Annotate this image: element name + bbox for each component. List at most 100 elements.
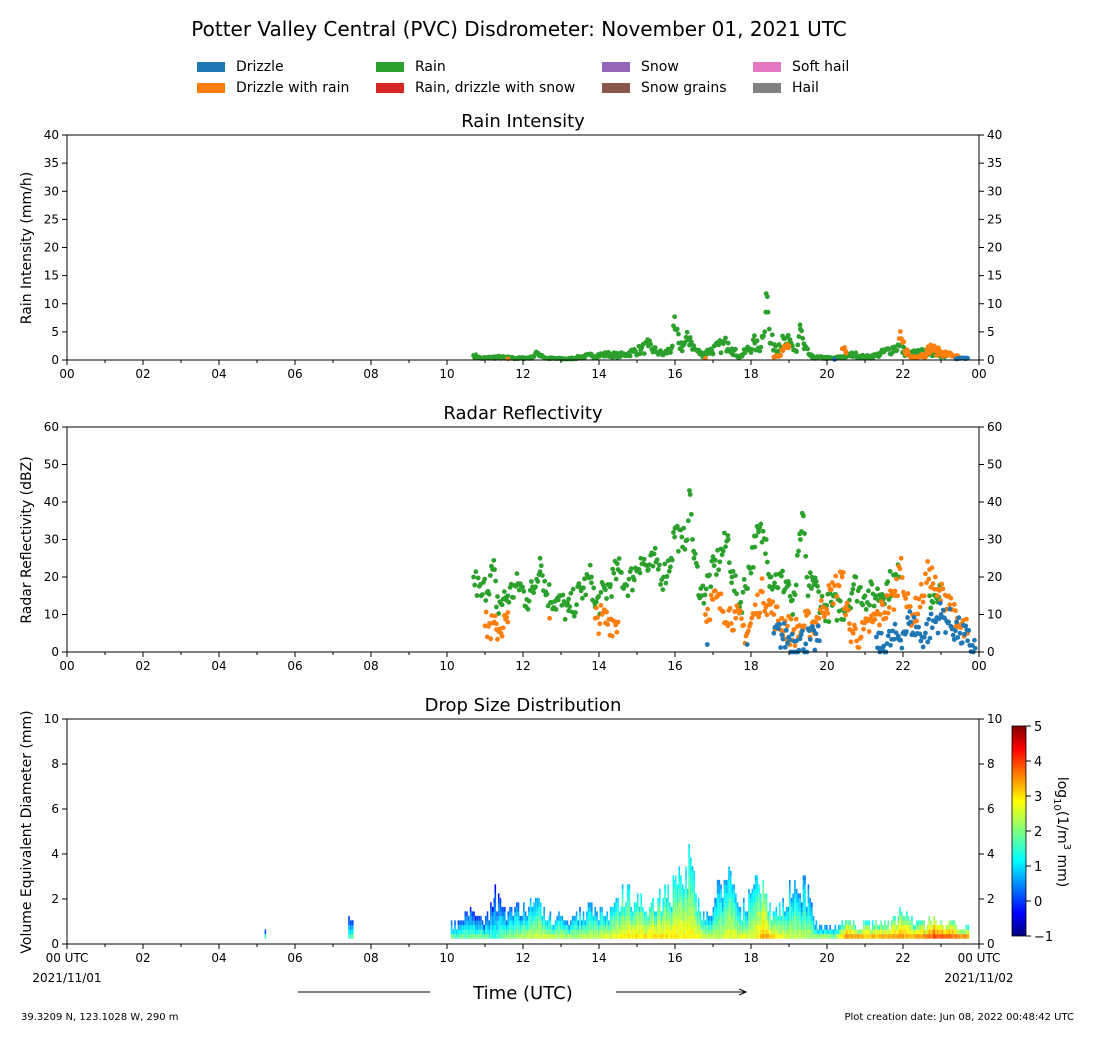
dsd-cell (756, 920, 759, 926)
dsd-cell (494, 911, 497, 917)
dsd-cell (811, 902, 813, 908)
dsd-cell (534, 911, 537, 917)
dsd-cell (940, 924, 942, 930)
x-tick-label: 02 (135, 367, 150, 381)
dsd-cell (669, 911, 671, 917)
dsd-cell (753, 915, 755, 921)
dsd-cell (623, 924, 626, 930)
data-point (669, 343, 675, 349)
dsd-cell (617, 902, 619, 908)
dsd-cell (751, 920, 754, 926)
dsd-cell (802, 879, 805, 885)
dsd-cell (882, 929, 884, 935)
dsd-cell (653, 915, 656, 921)
data-point (479, 592, 485, 597)
dsd-cell (794, 906, 796, 912)
y-tick-label-right: 5 (987, 325, 995, 339)
dsd-cell (690, 893, 692, 899)
data-point (679, 534, 685, 540)
dsd-cell (650, 911, 653, 917)
dsd-cell (914, 924, 917, 930)
dsd-cell (528, 906, 530, 912)
dsd-cell (863, 924, 865, 930)
x-tick-label: 20 (819, 367, 834, 381)
dsd-cell (503, 911, 505, 917)
data-point (811, 627, 817, 633)
dsd-cell (805, 933, 808, 939)
dsd-cell (680, 879, 682, 885)
dsd-cell (812, 929, 815, 935)
dsd-cell (501, 906, 503, 912)
dsd-cell (897, 929, 900, 935)
dsd-cell (751, 906, 754, 912)
dsd-cell (471, 929, 474, 935)
data-point (684, 329, 690, 335)
dsd-cell (480, 920, 482, 926)
dsd-cell (596, 929, 598, 935)
dsd-cell (626, 920, 629, 926)
dsd-cell (708, 929, 710, 935)
data-point (897, 566, 903, 572)
dsd-cell (728, 884, 730, 890)
dsd-cell (710, 915, 713, 921)
dsd-cell (792, 893, 795, 899)
dsd-cell (564, 929, 567, 935)
dsd-cell (490, 906, 492, 912)
dsd-cell (494, 915, 497, 921)
dsd-cell (596, 920, 598, 926)
dsd-cell (691, 933, 694, 939)
dsd-cell (795, 929, 798, 935)
colorbar-tick-label: 3 (1034, 790, 1042, 805)
dsd-cell (675, 893, 677, 899)
data-point (763, 551, 768, 557)
dsd-cell (721, 911, 724, 917)
dsd-cell (710, 924, 713, 930)
y-tick-label: 0 (51, 645, 59, 659)
data-point (940, 607, 946, 613)
dsd-cell (688, 866, 690, 872)
dsd-cell (534, 924, 537, 930)
data-point (939, 581, 945, 587)
dsd-cell (762, 911, 764, 917)
dsd-cell (795, 906, 798, 912)
data-point (800, 335, 806, 341)
dsd-cell (526, 924, 529, 930)
dsd-cell (675, 920, 677, 926)
y-tick-label: 5 (51, 325, 59, 339)
legend-label: Drizzle with rain (236, 80, 350, 96)
dsd-cell (811, 906, 813, 912)
data-point (920, 644, 926, 650)
dsd-cell (704, 920, 707, 926)
dsd-cell (676, 884, 679, 890)
x-tick-label: 00 UTC (958, 951, 1001, 965)
dsd-cell (727, 924, 729, 930)
dsd-cell (807, 884, 810, 890)
x-tick-label: 06 (287, 659, 302, 673)
dsd-cell (499, 924, 502, 930)
data-point (917, 604, 923, 610)
dsd-cell (811, 920, 813, 926)
dsd-cell (725, 920, 727, 926)
dsd-cell (515, 906, 518, 912)
data-point (899, 645, 905, 651)
dsd-cell (669, 906, 671, 912)
dsd-cell (714, 929, 716, 935)
dsd-cell (748, 888, 750, 894)
dsd-cell (904, 933, 906, 939)
dsd-cell (672, 915, 675, 921)
dsd-cell (579, 933, 581, 939)
dsd-cell (797, 924, 800, 930)
dsd-cell (728, 893, 730, 899)
data-point (494, 621, 499, 627)
x-tick-label: 08 (363, 367, 378, 381)
dsd-cell (894, 929, 896, 935)
dsd-cell (721, 920, 724, 926)
dsd-cell (702, 929, 705, 935)
dsd-cell (577, 933, 580, 939)
data-point (789, 631, 795, 637)
dsd-cell (676, 929, 679, 935)
dsd-cell (725, 911, 727, 917)
dsd-cell (467, 924, 470, 930)
dsd-cell (608, 924, 610, 930)
dsd-cell (930, 920, 932, 926)
